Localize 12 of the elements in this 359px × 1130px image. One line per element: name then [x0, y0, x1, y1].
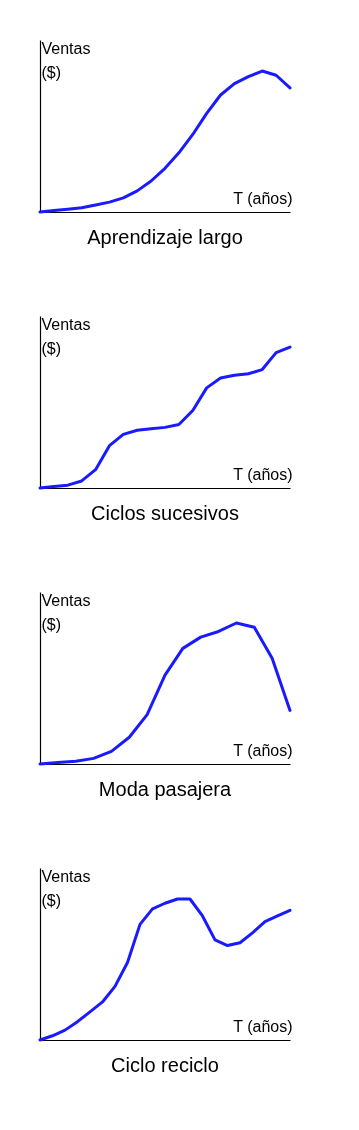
text: Ciclos sucesivos — [91, 501, 239, 524]
text: Aprendizaje largo — [87, 225, 243, 248]
y-axis-title: Ventas ($) — [41, 39, 91, 81]
x-axis-title: T (años) — [233, 465, 293, 483]
y-axis-title: Ventas ($) — [41, 315, 91, 357]
text: Ciclo reciclo — [111, 1053, 219, 1076]
x-axis-title: T (años) — [233, 1017, 293, 1035]
y-axis-title: Ventas ($) — [41, 591, 91, 633]
x-axis-title: T (años) — [233, 189, 293, 207]
x-axis-title: T (años) — [233, 741, 293, 759]
text: Moda pasajera — [98, 777, 233, 800]
y-axis-title: Ventas ($) — [41, 867, 91, 909]
